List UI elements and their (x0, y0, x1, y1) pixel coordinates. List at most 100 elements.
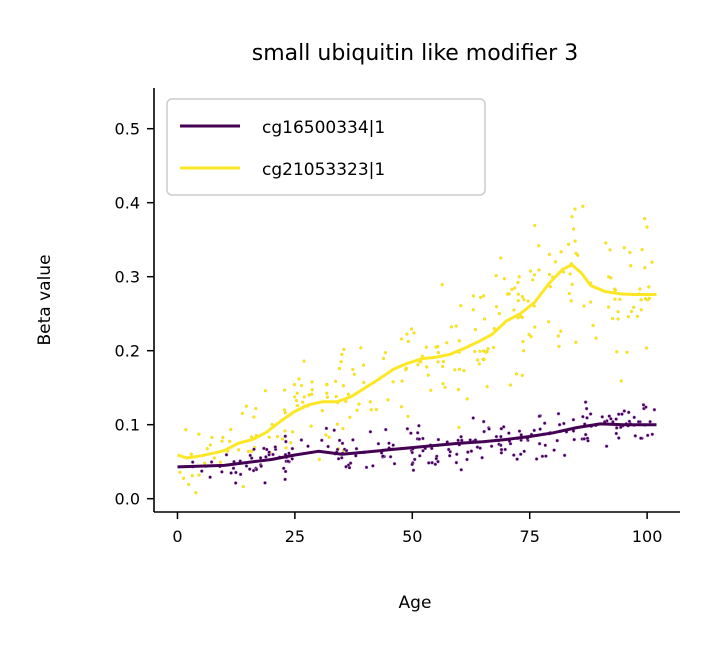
data-point-series-2 (400, 337, 404, 341)
data-point-series-2 (424, 345, 428, 349)
data-point-series-2 (608, 248, 612, 252)
data-point-series-2 (520, 373, 524, 377)
data-point-series-1 (354, 446, 359, 451)
data-point-series-2 (434, 345, 438, 349)
data-point-series-2 (218, 460, 222, 464)
data-point-series-2 (359, 346, 363, 350)
data-point-series-2 (282, 388, 287, 392)
data-point-series-2 (229, 427, 233, 432)
data-point-series-1 (238, 472, 243, 477)
data-point-series-2 (486, 347, 490, 351)
data-point-series-2 (457, 425, 461, 430)
y-tick-label: 0.2 (115, 342, 140, 361)
data-point-series-1 (517, 429, 522, 433)
data-point-series-1 (412, 457, 417, 462)
data-point-series-1 (456, 438, 460, 443)
data-point-series-2 (275, 435, 280, 439)
data-point-series-2 (297, 377, 301, 381)
data-point-series-2 (537, 268, 541, 272)
data-point-series-2 (610, 316, 615, 321)
data-point-series-2 (383, 351, 387, 355)
data-point-series-2 (425, 365, 429, 369)
y-tick-label: 0.1 (115, 416, 140, 435)
data-point-series-1 (247, 467, 252, 471)
data-point-series-2 (352, 372, 356, 376)
data-point-series-2 (443, 385, 447, 389)
x-tick-label: 25 (285, 527, 305, 546)
data-point-series-2 (178, 470, 182, 474)
data-point-series-2 (406, 414, 410, 418)
data-point-series-1 (391, 443, 396, 447)
data-point-series-1 (430, 460, 434, 465)
data-point-series-1 (339, 455, 344, 460)
data-point-series-2 (622, 246, 626, 250)
scatter-points (178, 204, 657, 495)
data-point-series-2 (640, 248, 644, 252)
data-point-series-2 (626, 315, 630, 319)
data-point-series-2 (355, 408, 359, 412)
data-point-series-2 (548, 285, 552, 289)
data-point-series-2 (604, 241, 608, 245)
data-point-series-2 (244, 404, 248, 408)
data-point-series-2 (237, 448, 241, 452)
data-point-series-1 (290, 446, 295, 451)
data-point-series-1 (487, 427, 491, 431)
data-point-series-2 (381, 356, 386, 360)
data-point-series-2 (522, 298, 526, 302)
data-point-series-1 (229, 471, 233, 475)
data-point-series-2 (445, 341, 449, 345)
data-point-series-2 (436, 360, 440, 364)
data-point-series-1 (410, 450, 415, 455)
data-point-series-1 (507, 431, 511, 435)
data-point-series-2 (588, 300, 593, 304)
data-point-series-1 (588, 412, 593, 416)
data-point-series-2 (473, 349, 477, 354)
data-point-series-2 (546, 320, 551, 324)
data-point-series-1 (263, 481, 267, 485)
data-point-series-2 (339, 360, 343, 364)
data-point-series-2 (299, 383, 304, 388)
data-point-series-2 (508, 383, 512, 387)
data-point-series-2 (309, 424, 313, 428)
data-point-series-2 (197, 432, 201, 436)
data-point-series-2 (638, 287, 642, 291)
data-point-series-1 (248, 453, 252, 458)
data-point-series-1 (244, 464, 249, 468)
data-point-series-1 (499, 426, 504, 431)
data-point-series-2 (334, 394, 338, 399)
data-point-series-2 (479, 295, 483, 299)
data-point-series-2 (307, 393, 311, 397)
data-point-series-2 (591, 323, 595, 328)
data-point-series-1 (532, 428, 537, 433)
data-point-series-1 (421, 436, 425, 441)
data-point-series-1 (542, 421, 547, 426)
data-point-series-1 (340, 441, 345, 446)
data-point-series-2 (482, 317, 487, 321)
data-point-series-2 (559, 250, 563, 254)
data-point-series-2 (405, 332, 409, 336)
data-point-series-2 (531, 278, 535, 282)
data-point-series-2 (559, 329, 563, 333)
data-point-series-2 (574, 251, 578, 255)
data-point-series-2 (386, 398, 390, 402)
data-point-series-1 (264, 455, 268, 459)
data-point-series-1 (494, 434, 499, 439)
data-point-series-1 (287, 451, 291, 456)
data-point-series-1 (586, 438, 590, 443)
data-point-series-2 (454, 324, 458, 328)
data-point-series-1 (503, 447, 508, 452)
data-point-series-1 (283, 477, 287, 482)
data-point-series-2 (644, 346, 649, 350)
data-point-series-2 (351, 367, 355, 372)
data-point-series-1 (190, 460, 195, 464)
data-point-series-1 (459, 434, 463, 439)
data-point-series-2 (516, 280, 520, 284)
data-point-series-1 (447, 453, 452, 458)
data-point-series-1 (353, 453, 358, 458)
data-point-series-2 (643, 266, 647, 270)
data-point-series-2 (369, 408, 373, 412)
data-point-series-2 (528, 269, 533, 273)
data-point-series-2 (289, 441, 293, 445)
data-point-series-1 (392, 461, 397, 466)
data-point-series-2 (324, 433, 328, 437)
